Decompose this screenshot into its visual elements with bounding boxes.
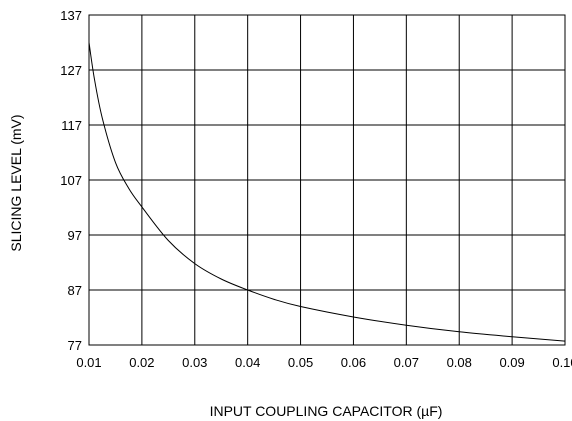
x-tick-label: 0.07 bbox=[394, 355, 419, 370]
y-tick-labels: 137 127 117 107 97 87 77 bbox=[60, 8, 82, 353]
x-tick-label: 0.05 bbox=[288, 355, 313, 370]
y-tick-label: 77 bbox=[68, 338, 82, 353]
y-tick-label: 117 bbox=[61, 118, 82, 133]
x-axis-title: INPUT COUPLING CAPACITOR (µF) bbox=[210, 403, 443, 419]
x-tick-labels: 0.01 0.02 0.03 0.04 0.05 0.06 0.07 0.08 0.09 0.10 bbox=[76, 355, 572, 370]
x-tick-label: 0.02 bbox=[129, 355, 154, 370]
x-tick-label: 0.10 bbox=[552, 355, 572, 370]
plot-frame bbox=[88, 14, 566, 346]
y-tick-label: 137 bbox=[60, 8, 82, 23]
y-tick-label: 87 bbox=[68, 283, 82, 298]
grid bbox=[88, 14, 566, 346]
y-tick-label: 97 bbox=[68, 228, 82, 243]
series-line bbox=[88, 42, 566, 342]
y-tick-label: 127 bbox=[60, 63, 82, 78]
y-tick-label: 107 bbox=[60, 173, 82, 188]
x-tick-label: 0.06 bbox=[341, 355, 366, 370]
x-tick-label: 0.04 bbox=[235, 355, 260, 370]
y-axis-title: SLICING LEVEL (mV) bbox=[8, 114, 24, 251]
x-tick-label: 0.08 bbox=[447, 355, 472, 370]
x-tick-label: 0.09 bbox=[499, 355, 524, 370]
x-tick-label: 0.01 bbox=[76, 355, 101, 370]
x-tick-label: 0.03 bbox=[182, 355, 207, 370]
